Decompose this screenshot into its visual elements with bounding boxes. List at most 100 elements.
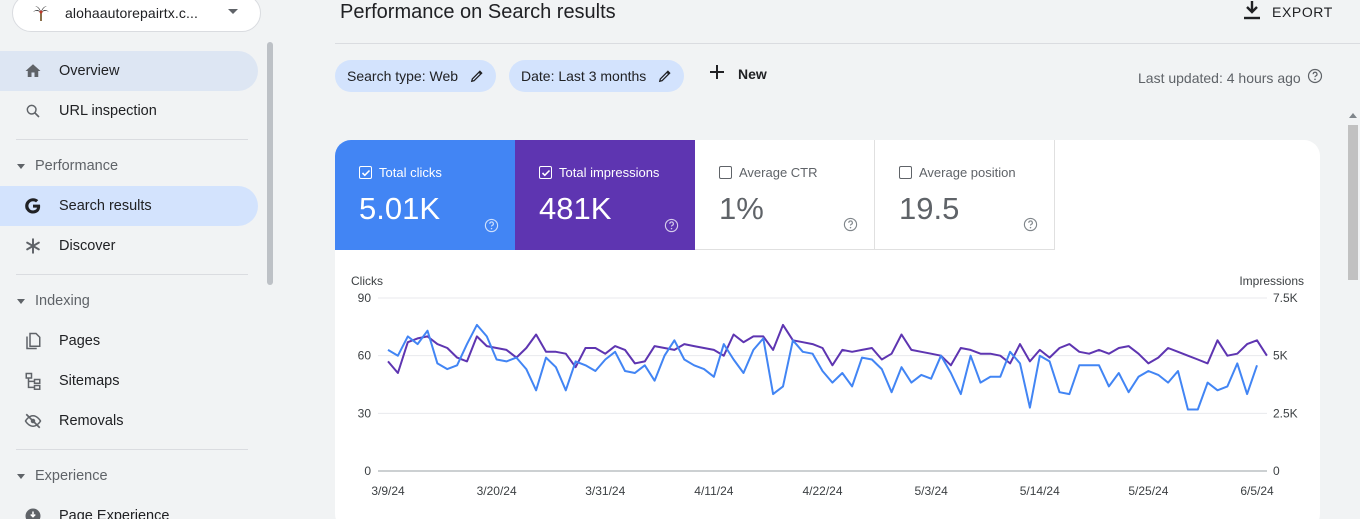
help-icon[interactable] <box>1023 217 1038 237</box>
right-tick-label: 2.5K <box>1273 406 1298 420</box>
filter-chip-date[interactable]: Date: Last 3 months <box>509 60 685 92</box>
left-tick-label: 0 <box>364 464 371 478</box>
x-tick-label: 5/25/24 <box>1128 484 1168 498</box>
x-tick-label: 5/3/24 <box>914 484 948 498</box>
page-title: Performance on Search results <box>340 1 616 23</box>
sitemap-icon <box>23 371 43 391</box>
chevron-down-icon <box>228 9 238 14</box>
new-label: New <box>738 65 767 82</box>
caret-down-icon <box>17 163 25 169</box>
help-icon[interactable] <box>843 217 858 237</box>
right-tick-label: 7.5K <box>1273 291 1298 305</box>
metric-label: Total impressions <box>559 165 660 180</box>
new-filter-button[interactable]: New <box>708 63 767 84</box>
metric-total-impressions[interactable]: Total impressions 481K <box>515 140 695 250</box>
checkbox-checked-icon[interactable] <box>359 166 372 179</box>
download-icon <box>1243 0 1261 23</box>
plus-icon <box>708 63 726 84</box>
page-experience-icon <box>23 506 43 519</box>
main-scrollbar-thumb[interactable] <box>1348 125 1358 280</box>
sidebar-item-label: Search results <box>59 198 152 214</box>
edit-icon <box>658 69 672 83</box>
property-name: alohaautorepairtx.c... <box>65 5 198 21</box>
metric-label-row: Average CTR <box>719 165 818 180</box>
section-label: Performance <box>35 158 119 174</box>
section-experience[interactable]: Experience <box>0 461 258 491</box>
sidebar-item-discover[interactable]: Discover <box>0 226 258 266</box>
edit-icon <box>470 69 484 83</box>
metric-label: Average CTR <box>739 165 818 180</box>
sidebar-item-overview[interactable]: Overview <box>0 51 258 91</box>
last-updated: Last updated: 4 hours ago <box>1138 68 1323 87</box>
sidebar-item-page-experience[interactable]: Page Experience <box>0 496 258 519</box>
metric-label-row: Total clicks <box>359 165 442 180</box>
google-g-icon <box>23 196 43 216</box>
scroll-up-arrow-icon[interactable] <box>1349 113 1357 118</box>
section-label: Experience <box>35 468 108 484</box>
section-performance[interactable]: Performance <box>0 151 258 181</box>
sidebar-item-label: Page Experience <box>59 508 170 519</box>
chip-label: Search type: Web <box>347 68 459 84</box>
header-divider <box>335 43 1360 44</box>
help-icon[interactable] <box>1307 68 1323 87</box>
metric-value: 19.5 <box>899 191 960 226</box>
metric-average-position[interactable]: Average position 19.5 <box>875 140 1055 250</box>
caret-down-icon <box>17 298 25 304</box>
metric-value: 5.01K <box>359 191 441 226</box>
sidebar-item-search-results[interactable]: Search results <box>0 186 258 226</box>
x-tick-label: 3/31/24 <box>585 484 625 498</box>
checkbox-checked-icon[interactable] <box>539 166 552 179</box>
left-tick-label: 30 <box>358 406 372 420</box>
right-tick-label: 5K <box>1273 349 1288 363</box>
divider <box>16 449 248 450</box>
sidebar-item-label: Removals <box>59 413 124 429</box>
sidebar-scrollbar[interactable] <box>267 42 273 285</box>
divider <box>16 274 248 275</box>
pages-icon <box>23 331 43 351</box>
metric-average-ctr[interactable]: Average CTR 1% <box>695 140 875 250</box>
checkbox-unchecked-icon[interactable] <box>899 166 912 179</box>
sidebar-item-removals[interactable]: Removals <box>0 401 258 441</box>
search-icon <box>23 101 43 121</box>
metric-total-clicks[interactable]: Total clicks 5.01K <box>335 140 515 250</box>
export-button[interactable]: EXPORT <box>1243 0 1333 23</box>
sidebar-item-label: Pages <box>59 333 101 349</box>
right-axis-label: Impressions <box>1239 274 1304 288</box>
left-tick-label: 60 <box>358 349 372 363</box>
sidebar-item-sitemaps[interactable]: Sitemaps <box>0 361 258 401</box>
last-updated-text: Last updated: 4 hours ago <box>1138 69 1301 86</box>
export-label: EXPORT <box>1272 3 1333 20</box>
metric-label: Average position <box>919 165 1016 180</box>
caret-down-icon <box>17 473 25 479</box>
x-tick-label: 5/14/24 <box>1020 484 1060 498</box>
sidebar-item-label: Overview <box>59 63 120 79</box>
sidebar: alohaautorepairtx.c... Overview URL insp… <box>0 0 276 519</box>
filter-chip-search-type[interactable]: Search type: Web <box>335 60 497 92</box>
asterisk-icon <box>23 236 43 256</box>
section-indexing[interactable]: Indexing <box>0 286 258 316</box>
palm-tree-logo-icon <box>31 3 51 23</box>
left-tick-label: 90 <box>358 291 372 305</box>
sidebar-item-pages[interactable]: Pages <box>0 321 258 361</box>
checkbox-unchecked-icon[interactable] <box>719 166 732 179</box>
x-tick-label: 6/5/24 <box>1240 484 1274 498</box>
right-tick-label: 0 <box>1273 464 1280 478</box>
eye-off-icon <box>23 411 43 431</box>
series-line-impressions[interactable] <box>387 323 1268 374</box>
sidebar-item-label: URL inspection <box>59 103 157 119</box>
help-icon[interactable] <box>664 218 679 238</box>
x-tick-label: 3/20/24 <box>477 484 517 498</box>
left-axis-label: Clicks <box>351 274 383 288</box>
sidebar-item-label: Discover <box>59 238 116 254</box>
sidebar-item-url-inspection[interactable]: URL inspection <box>0 91 258 131</box>
divider <box>16 139 248 140</box>
metric-value: 1% <box>719 191 764 226</box>
sidebar-item-label: Sitemaps <box>59 373 120 389</box>
help-icon[interactable] <box>484 218 499 238</box>
home-icon <box>23 61 43 81</box>
series-line-clicks[interactable] <box>387 323 1258 411</box>
property-selector[interactable]: alohaautorepairtx.c... <box>12 0 261 32</box>
section-label: Indexing <box>35 293 90 309</box>
performance-card: Total clicks 5.01K Total impressions 481… <box>335 140 1320 519</box>
